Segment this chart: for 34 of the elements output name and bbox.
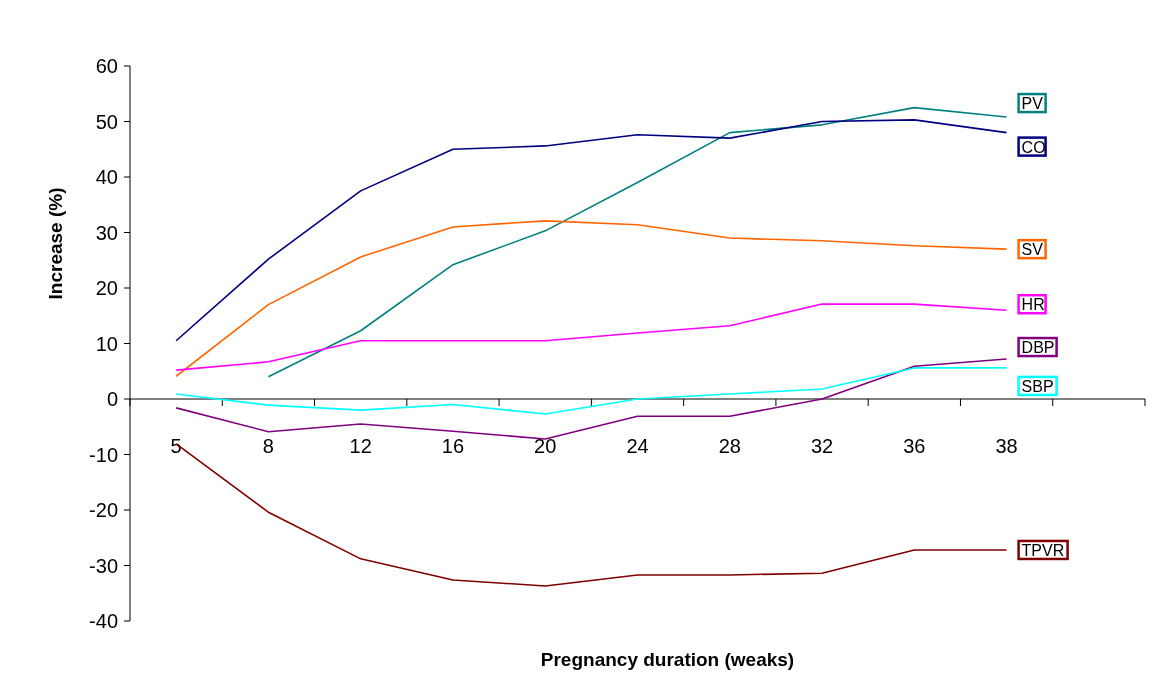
y-tick-label: 30 [95,221,118,244]
line-series [175,119,1008,342]
y-tick-label: -40 [89,610,118,632]
x-tick-label: 20 [534,435,557,457]
y-tick-label: 20 [95,277,118,299]
y-axis-title: Increase (%) [45,187,66,300]
series-label: TPVR [1021,541,1065,559]
series-label: PV [1021,95,1044,113]
y-tick-label: -20 [89,499,118,521]
y-tick-label: 0 [106,388,118,410]
x-tick-label: 16 [441,435,465,457]
line-series [267,106,1008,378]
x-axis-title: Pregnancy duration (weaks) [540,649,795,670]
x-tick-label: 8 [262,435,274,457]
line-series [175,220,1008,378]
y-tick-label: 50 [95,110,118,133]
y-tick-label: 60 [95,55,118,77]
series-label: SBP [1021,377,1054,395]
x-tick-label: 32 [810,435,834,457]
x-tick-label: 36 [903,435,926,457]
line-series [175,303,1008,371]
series-label: DBP [1021,339,1055,357]
y-tick-label: 40 [95,166,118,188]
line-series [175,367,1008,415]
x-tick-label: 38 [995,435,1018,457]
x-tick-label: 24 [626,435,649,457]
series-label: SV [1021,241,1044,259]
x-tick-label: 12 [349,435,372,457]
y-tick-label: 10 [95,332,118,355]
y-tick-label: -30 [89,554,118,577]
y-tick-label: -10 [89,443,118,466]
line-series [175,358,1008,440]
x-tick-label: 28 [718,435,741,457]
series-label: HR [1021,296,1045,314]
